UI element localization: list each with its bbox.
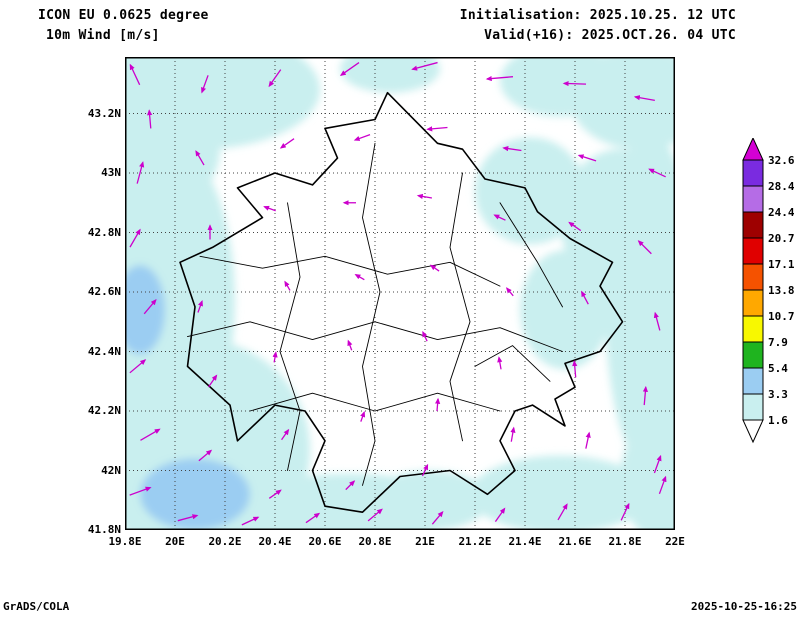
colorbar-segment xyxy=(742,185,764,213)
x-axis-tick-label: 20.6E xyxy=(308,535,342,548)
grads-credit: GrADS/COLA xyxy=(3,600,70,613)
grid-lines xyxy=(125,57,675,530)
x-axis-tick-label: 20E xyxy=(165,535,185,548)
colorbar-tick-label: 7.9 xyxy=(768,336,788,349)
x-axis-tick-label: 20.8E xyxy=(358,535,392,548)
x-axis-tick-label: 19.8E xyxy=(108,535,142,548)
y-axis-tick-label: 41.8N xyxy=(87,523,121,536)
colorbar-tick-label: 24.4 xyxy=(768,206,795,219)
valid-time: Valid(+16): 2025.OCT.26. 04 UTC xyxy=(484,28,736,43)
colorbar-tick-label: 28.4 xyxy=(768,180,795,193)
colorbar-segment xyxy=(742,367,764,395)
shaded-wind-speed xyxy=(125,57,675,530)
field-title: 10m Wind [m/s] xyxy=(46,28,160,43)
colorbar-segment xyxy=(742,289,764,317)
colorbar-tick-label: 20.7 xyxy=(768,232,795,245)
colorbar-segment xyxy=(742,237,764,265)
model-title: ICON EU 0.0625 degree xyxy=(38,8,209,23)
colorbar-segment xyxy=(742,159,764,187)
y-axis-tick-label: 43N xyxy=(101,166,121,180)
creation-timestamp: 2025-10-25-16:25 xyxy=(691,600,797,613)
x-axis-tick-label: 21E xyxy=(415,535,435,548)
colorbar-below-min-triangle xyxy=(742,419,764,444)
colorbar-tick-label: 13.8 xyxy=(768,284,795,297)
country-outline xyxy=(179,91,624,513)
colorbar-segment xyxy=(742,263,764,291)
x-axis-tick-label: 21.2E xyxy=(458,535,492,548)
y-axis-tick-label: 43.2N xyxy=(87,106,121,120)
colorbar-tick-label: 10.7 xyxy=(768,310,795,323)
colorbar-tick-label: 32.6 xyxy=(768,154,795,167)
initialisation-time: Initialisation: 2025.10.25. 12 UTC xyxy=(459,8,736,23)
colorbar-svg: 32.6 28.4 24.4 20.7 17.1 13.8 10.7 7.9 5.4 3.3 1.6 xyxy=(742,138,795,444)
colorbar-segment xyxy=(742,393,764,421)
x-axis-tick-label: 20.2E xyxy=(208,535,242,548)
wind-map-svg xyxy=(125,57,675,530)
colorbar-segment xyxy=(742,341,764,369)
colorbar-tick-label: 3.3 xyxy=(768,388,788,401)
y-axis-tick-label: 42.4N xyxy=(87,344,121,358)
y-axis-tick-label: 42.6N xyxy=(87,285,121,298)
colorbar-tick-label: 17.1 xyxy=(768,258,795,271)
x-axis-tick-label: 20.4E xyxy=(258,535,292,548)
colorbar-tick-label: 1.6 xyxy=(768,414,788,427)
plot-frame xyxy=(125,57,675,530)
y-axis-tick-label: 42N xyxy=(101,463,121,477)
colorbar-segment xyxy=(742,211,764,239)
wind-vectors xyxy=(129,61,667,526)
y-axis-tick-label: 42.8N xyxy=(87,225,121,239)
colorbar-tick-label: 5.4 xyxy=(768,362,788,375)
x-axis-tick-label: 22E xyxy=(665,535,685,548)
x-axis-tick-label: 21.6E xyxy=(558,535,592,548)
x-axis-tick-label: 21.4E xyxy=(508,535,542,548)
colorbar-above-max-triangle xyxy=(742,138,764,161)
y-axis-tick-label: 42.2N xyxy=(87,404,121,417)
colorbar-segment xyxy=(742,315,764,343)
x-axis-tick-label: 21.8E xyxy=(608,535,642,548)
